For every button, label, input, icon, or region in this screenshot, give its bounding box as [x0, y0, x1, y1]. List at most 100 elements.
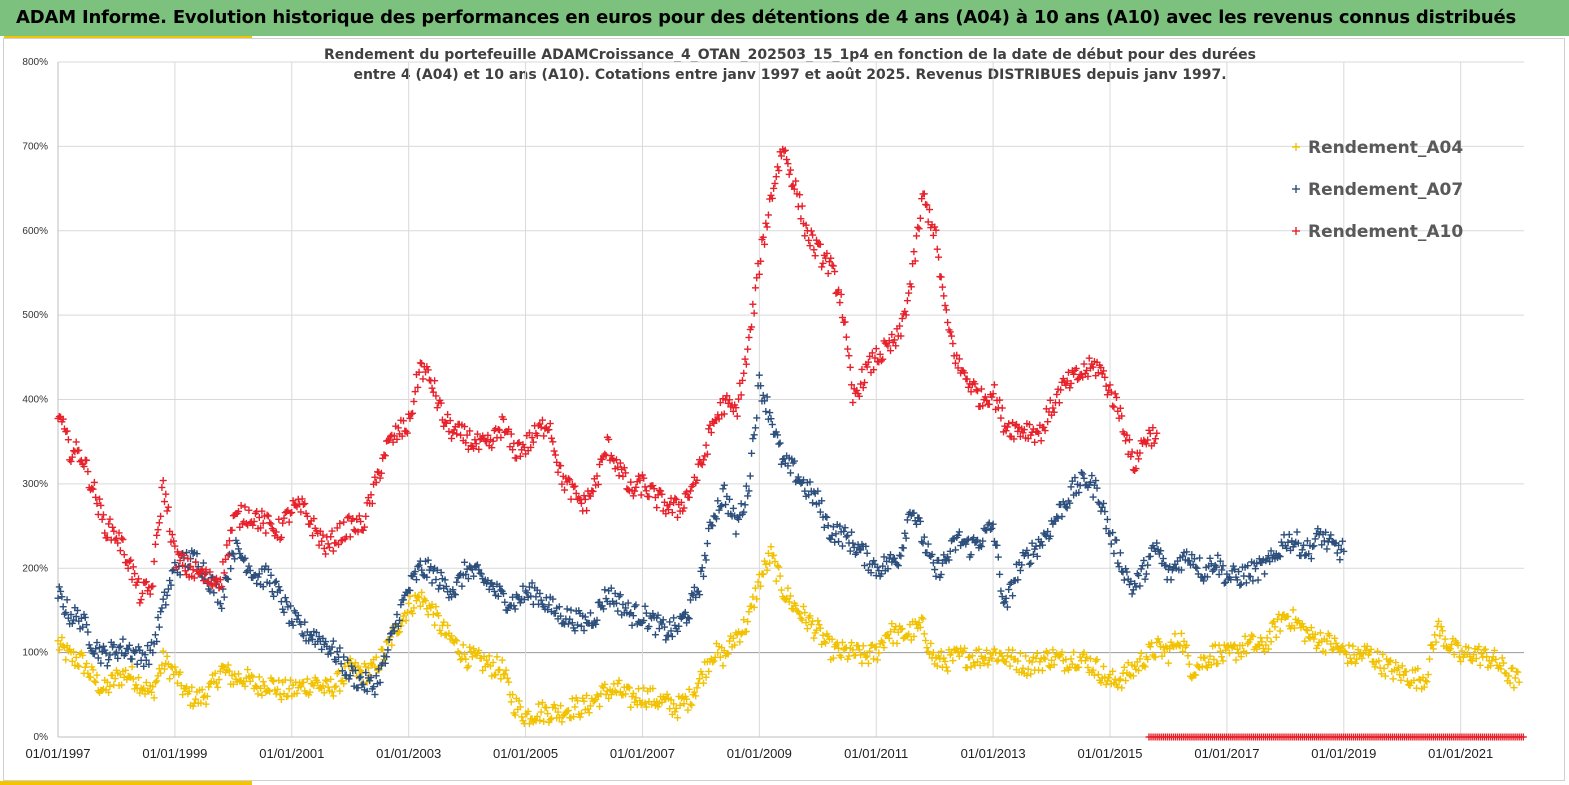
data-point-Rendement_A07	[501, 598, 509, 606]
data-point-Rendement_A04	[910, 632, 918, 640]
data-point-Rendement_A10	[990, 381, 998, 389]
data-point-Rendement_A07	[744, 492, 752, 500]
data-point-Rendement_A10	[615, 472, 623, 480]
data-point-Rendement_A04	[750, 603, 758, 611]
data-point-Rendement_A04	[866, 647, 874, 655]
data-point-Rendement_A04	[1049, 646, 1057, 654]
data-point-Rendement_A04	[663, 690, 671, 698]
accent-bar-bottom	[0, 781, 252, 785]
data-point-Rendement_A10	[1044, 418, 1052, 426]
data-point-Rendement_A07	[720, 481, 728, 489]
data-point-Rendement_A07	[83, 621, 91, 629]
page-title: ADAM Informe. Evolution historique des p…	[16, 7, 1516, 28]
data-point-Rendement_A10	[749, 300, 757, 308]
data-point-Rendement_A04	[219, 662, 227, 670]
data-point-Rendement_A10	[64, 436, 72, 444]
data-point-Rendement_A10	[380, 451, 388, 459]
data-point-Rendement_A04	[814, 617, 822, 625]
data-point-Rendement_A04	[807, 621, 815, 629]
data-point-Rendement_A10	[433, 404, 441, 412]
data-point-Rendement_A04	[879, 639, 887, 647]
data-point-Rendement_A07	[254, 573, 262, 581]
data-point-Rendement_A04	[749, 593, 757, 601]
data-point-Rendement_A04	[1023, 672, 1031, 680]
data-point-Rendement_A04	[1514, 668, 1522, 676]
data-point-Rendement_A10	[938, 283, 946, 291]
data-point-Rendement_A07	[155, 623, 163, 631]
data-point-Rendement_A04	[1024, 665, 1032, 673]
data-point-Rendement_A10	[762, 219, 770, 227]
data-point-Rendement_A07	[406, 586, 414, 594]
data-point-Rendement_A07	[496, 582, 504, 590]
data-point-Rendement_A10	[255, 513, 263, 521]
data-point-Rendement_A07	[348, 662, 356, 670]
data-point-Rendement_A04	[1445, 646, 1453, 654]
data-point-Rendement_A07	[376, 678, 384, 686]
data-point-Rendement_A10	[75, 446, 83, 454]
data-point-Rendement_A04	[1377, 670, 1385, 678]
data-point-Rendement_A07	[90, 650, 98, 658]
data-point-Rendement_A07	[279, 605, 287, 613]
data-point-Rendement_A04	[676, 701, 684, 709]
data-point-Rendement_A04	[693, 684, 701, 692]
data-point-Rendement_A04	[1109, 667, 1117, 675]
data-point-Rendement_A04	[171, 663, 179, 671]
data-point-Rendement_A07	[157, 608, 165, 616]
data-point-Rendement_A07	[62, 609, 70, 617]
data-point-Rendement_A07	[199, 559, 207, 567]
data-point-Rendement_A04	[677, 694, 685, 702]
data-point-Rendement_A07	[206, 587, 214, 595]
data-point-Rendement_A04	[785, 598, 793, 606]
data-point-Rendement_A10	[448, 434, 456, 442]
data-point-Rendement_A04	[1397, 676, 1405, 684]
data-point-Rendement_A04	[161, 665, 169, 673]
data-point-Rendement_A04	[251, 682, 259, 690]
data-point-Rendement_A04	[286, 676, 294, 684]
data-point-Rendement_A04	[106, 682, 114, 690]
data-point-Rendement_A10	[629, 492, 637, 500]
data-point-Rendement_A07	[163, 591, 171, 599]
data-point-Rendement_A07	[85, 641, 93, 649]
data-point-Rendement_A10	[157, 512, 165, 520]
data-point-Rendement_A04	[1345, 641, 1353, 649]
data-point-Rendement_A07	[114, 654, 122, 662]
data-point-Rendement_A04	[546, 716, 554, 724]
y-tick-label: 600%	[22, 226, 48, 237]
data-point-Rendement_A10	[653, 504, 661, 512]
data-point-Rendement_A07	[70, 616, 78, 624]
data-point-Rendement_A07	[1009, 592, 1017, 600]
data-point-Rendement_A10	[548, 434, 556, 442]
data-point-Rendement_A10	[627, 478, 635, 486]
data-point-Rendement_A04	[1237, 653, 1245, 661]
data-point-Rendement_A04	[967, 663, 975, 671]
data-point-Rendement_A07	[270, 592, 278, 600]
data-point-Rendement_A04	[364, 664, 372, 672]
data-point-Rendement_A07	[328, 643, 336, 651]
data-point-Rendement_A10	[362, 512, 370, 520]
x-tick-label: 01/01/2003	[376, 746, 441, 761]
data-point-Rendement_A04	[1384, 661, 1392, 669]
data-point-Rendement_A04	[1387, 656, 1395, 664]
data-point-Rendement_A04	[327, 675, 335, 683]
data-point-Rendement_A04	[1470, 650, 1478, 658]
data-point-Rendement_A04	[1125, 671, 1133, 679]
data-point-Rendement_A04	[777, 586, 785, 594]
data-point-Rendement_A07	[670, 614, 678, 622]
data-point-Rendement_A04	[323, 677, 331, 685]
data-point-Rendement_A04	[459, 641, 467, 649]
data-point-Rendement_A04	[933, 662, 941, 670]
data-point-Rendement_A10	[948, 332, 956, 340]
data-point-Rendement_A04	[729, 634, 737, 642]
data-point-Rendement_A04	[775, 563, 783, 571]
data-point-Rendement_A07	[275, 583, 283, 591]
data-point-Rendement_A04	[402, 617, 410, 625]
data-point-Rendement_A10	[942, 306, 950, 314]
data-point-Rendement_A04	[503, 674, 511, 682]
data-point-Rendement_A04	[1040, 654, 1048, 662]
data-point-Rendement_A04	[766, 559, 774, 567]
data-point-Rendement_A04	[1394, 664, 1402, 672]
data-point-Rendement_A10	[770, 184, 778, 192]
data-point-Rendement_A04	[185, 688, 193, 696]
data-point-Rendement_A04	[1506, 679, 1514, 687]
data-point-Rendement_A04	[810, 634, 818, 642]
